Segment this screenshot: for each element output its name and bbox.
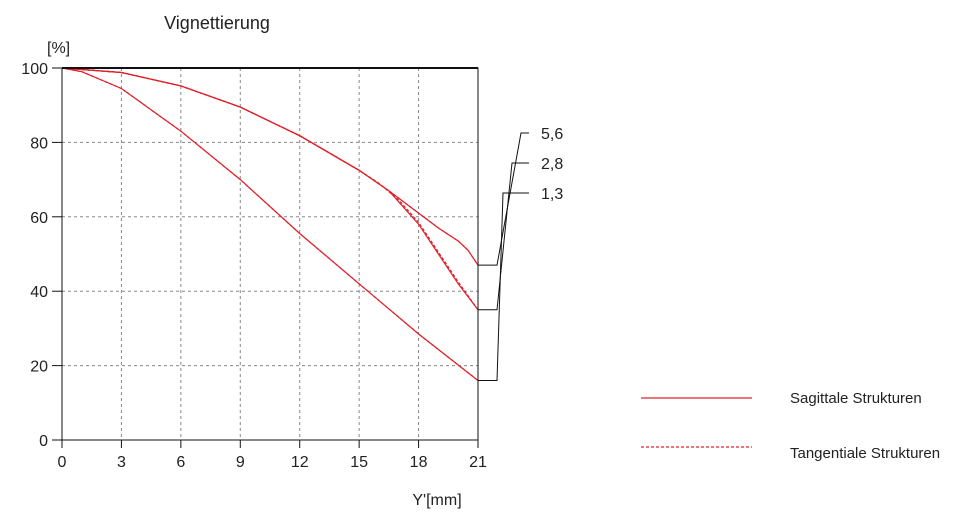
curve-label-2-8: 2,8 — [541, 156, 563, 173]
x-tick-label: 6 — [176, 454, 185, 471]
y-tick-label: 80 — [30, 135, 48, 152]
tick-labels: 0 20 40 60 80 100 0 3 6 9 12 15 18 21 — [21, 61, 487, 471]
x-tick-label: 15 — [350, 454, 368, 471]
curve-1-3-tangential — [61, 67, 479, 381]
curve-2-8-sagittal — [61, 67, 479, 311]
series-curves — [61, 67, 479, 381]
x-tick-label: 18 — [410, 454, 428, 471]
x-tick-label: 21 — [469, 454, 487, 471]
y-axis-label: [%] — [47, 40, 70, 57]
legend-tangential-label: Tangentiale Strukturen — [790, 445, 940, 462]
plot-frame — [52, 67, 479, 448]
curve-5-6-sagittal — [61, 67, 479, 266]
x-tick-label: 12 — [291, 454, 309, 471]
grid-lines — [62, 68, 478, 440]
curve-label-leader — [478, 162, 529, 311]
curve-label-leader — [478, 192, 529, 381]
chart-title: Vignettierung — [164, 13, 270, 33]
curve-2-8-tangential — [61, 67, 479, 311]
y-tick-label: 100 — [21, 61, 48, 78]
legend-sagittal-label: Sagittale Strukturen — [790, 390, 922, 407]
y-tick-label: 40 — [30, 284, 48, 301]
curve-label-1-3: 1,3 — [541, 186, 563, 203]
plot-border — [61, 67, 479, 441]
x-tick-label: 3 — [117, 454, 126, 471]
y-tick-label: 0 — [39, 433, 48, 450]
curve-labels: 5,6 2,8 1,3 — [478, 126, 563, 381]
curve-5-6-tangential — [61, 67, 479, 266]
x-tick-label: 0 — [58, 454, 67, 471]
y-tick-label: 20 — [30, 359, 48, 376]
x-tick-label: 9 — [236, 454, 245, 471]
legend: Sagittale Strukturen Tangentiale Struktu… — [641, 390, 940, 462]
y-tick-label: 60 — [30, 210, 48, 227]
curve-label-5-6: 5,6 — [541, 126, 563, 143]
curve-1-3-sagittal — [61, 67, 479, 381]
curve-label-leader — [478, 132, 529, 266]
x-axis-label: Y'[mm] — [412, 492, 461, 509]
